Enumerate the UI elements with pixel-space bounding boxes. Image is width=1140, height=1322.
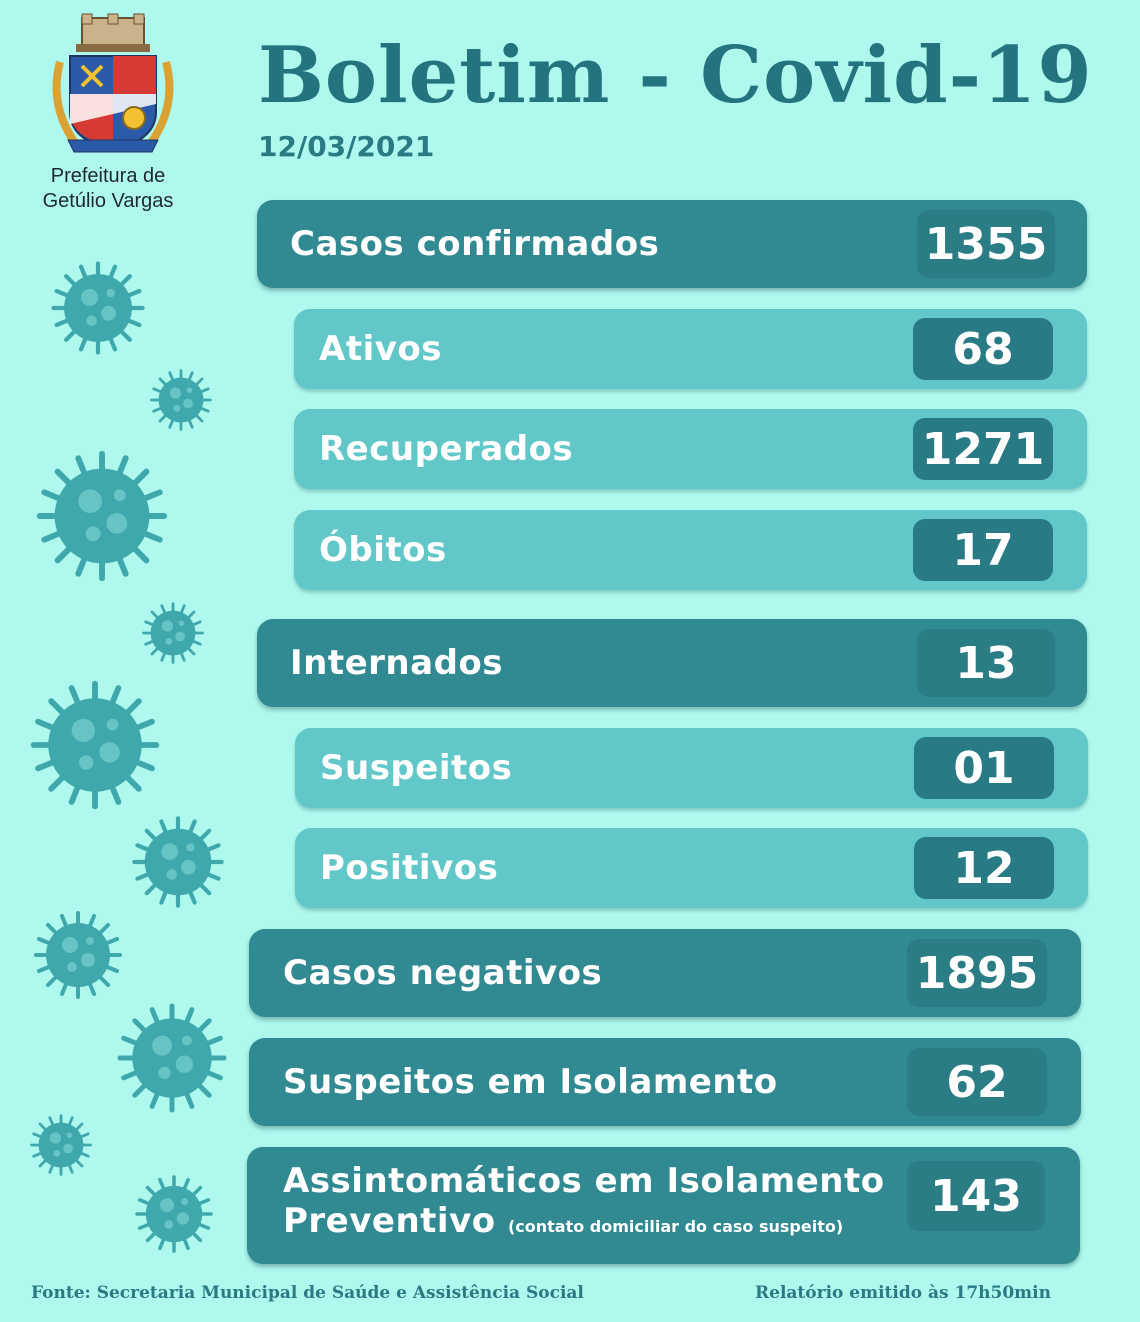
label-internados: Internados: [290, 643, 504, 683]
footer-report-time: Relatório emitido às 17h50min: [755, 1283, 1051, 1303]
virus-icon: [135, 1175, 213, 1253]
value-suspeitos: 01: [914, 737, 1054, 799]
logo-line-1: Prefeitura de: [50, 165, 166, 187]
label-assintomaticos: Assintomáticos em Isolamento Preventivo …: [283, 1161, 885, 1247]
value-ativos: 68: [913, 318, 1053, 380]
virus-icon: [34, 911, 122, 999]
row-assintomaticos: Assintomáticos em Isolamento Preventivo …: [247, 1147, 1080, 1264]
row-casos-negativos: Casos negativos 1895: [249, 929, 1081, 1017]
label-obitos: Óbitos: [319, 530, 447, 570]
value-internados: 13: [917, 629, 1055, 697]
label-suspeitos: Suspeitos: [320, 748, 513, 788]
row-suspeitos: Suspeitos 01: [295, 728, 1088, 808]
label-suspeitos-isolamento: Suspeitos em Isolamento: [283, 1062, 778, 1102]
row-suspeitos-isolamento: Suspeitos em Isolamento 62: [249, 1038, 1081, 1126]
label-casos-confirmados: Casos confirmados: [290, 224, 660, 264]
logo-line-2: Getúlio Vargas: [42, 190, 174, 212]
footer-source: Fonte: Secretaria Municipal de Saúde e A…: [31, 1283, 584, 1303]
virus-icon: [126, 810, 230, 914]
value-obitos: 17: [913, 519, 1053, 581]
label-ativos: Ativos: [319, 329, 442, 369]
value-casos-negativos: 1895: [907, 939, 1047, 1007]
label-assintomaticos-line1: Assintomáticos em Isolamento: [283, 1161, 885, 1201]
virus-icon: [142, 602, 204, 664]
value-positivos: 12: [914, 837, 1054, 899]
row-internados: Internados 13: [257, 619, 1087, 707]
virus-icon: [110, 996, 234, 1120]
row-positivos: Positivos 12: [295, 828, 1088, 908]
row-recuperados: Recuperados 1271: [294, 409, 1087, 489]
label-assintomaticos-preventivo: Preventivo: [283, 1201, 496, 1241]
municipality-name: Prefeitura de Getúlio Vargas: [18, 164, 198, 214]
virus-icon: [30, 1114, 92, 1176]
label-casos-negativos: Casos negativos: [283, 953, 603, 993]
row-obitos: Óbitos 17: [294, 510, 1087, 590]
label-positivos: Positivos: [320, 848, 499, 888]
row-ativos: Ativos 68: [294, 309, 1087, 389]
value-casos-confirmados: 1355: [917, 210, 1055, 278]
label-assintomaticos-line2: Preventivo (contato domiciliar do caso s…: [283, 1201, 885, 1247]
virus-icon: [150, 369, 212, 431]
coat-of-arms-logo: [38, 12, 188, 166]
value-recuperados: 1271: [913, 418, 1053, 480]
label-assintomaticos-note: (contato domiciliar do caso suspeito): [507, 1217, 844, 1236]
virus-icon: [22, 672, 168, 818]
row-casos-confirmados: Casos confirmados 1355: [257, 200, 1087, 288]
value-suspeitos-isolamento: 62: [907, 1048, 1047, 1116]
page-title: Boletim - Covid-19: [258, 30, 1093, 121]
label-recuperados: Recuperados: [319, 429, 574, 469]
report-date: 12/03/2021: [258, 130, 435, 163]
virus-icon: [28, 442, 176, 590]
virus-icon: [45, 255, 151, 361]
value-assintomaticos: 143: [907, 1161, 1045, 1231]
